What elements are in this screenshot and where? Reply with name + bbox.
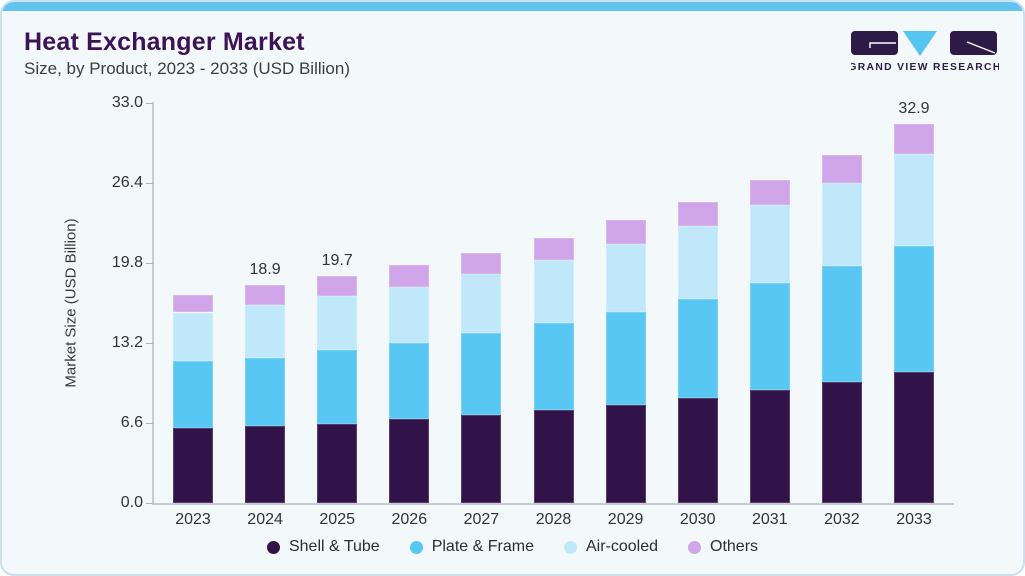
bar-value-label-2024: 18.9: [249, 261, 281, 279]
x-tick-label-2025: 2025: [319, 511, 355, 528]
bar-segment-2023-others: [173, 294, 213, 313]
bar-segment-2028-air-cooled: [533, 260, 574, 323]
bar-segment-2031-plate-frame: [749, 283, 790, 391]
y-tick-label: 19.8: [111, 254, 143, 271]
bar-segment-2031-others: [749, 180, 790, 206]
bar-segment-2029-others: [605, 219, 646, 244]
bar-segment-2033-plate-frame: [894, 245, 934, 372]
y-tick-label: 6.6: [120, 414, 143, 431]
bar-segment-2025-air-cooled: [317, 296, 358, 351]
legend-label: Air-cooled: [585, 538, 658, 555]
bar-segment-2023-plate-frame: [173, 361, 213, 429]
bar-segment-2025-others: [317, 276, 358, 297]
bar-segment-2027-plate-frame: [461, 333, 502, 415]
bar-segment-2024-others: [245, 285, 286, 306]
y-tick-mark: [146, 343, 153, 344]
bar-segment-2033-air-cooled: [894, 154, 934, 246]
y-axis-title: Market Size (USD Billion): [62, 218, 80, 388]
y-tick-mark: [146, 503, 153, 504]
legend-item-air-cooled: Air-cooled: [563, 538, 658, 556]
logo-g-stroke: [869, 42, 896, 48]
bar-segment-2023-shell-tube: [173, 428, 213, 503]
x-tick-label-2024: 2024: [247, 511, 283, 528]
x-tick-label-2023: 2023: [175, 511, 211, 528]
bar-segment-2028-shell-tube: [533, 409, 574, 503]
y-tick-mark: [146, 423, 153, 424]
bar-segment-2027-air-cooled: [461, 273, 502, 334]
legend-item-shell-tube: Shell & Tube: [266, 538, 380, 556]
bar-segment-2023-air-cooled: [173, 312, 213, 362]
bar-segment-2024-shell-tube: [245, 425, 286, 503]
legend-label: Shell & Tube: [288, 538, 380, 555]
grand-view-research-logo: GRAND VIEW RESEARCH: [851, 31, 999, 73]
bar-segment-2032-others: [821, 155, 862, 183]
bar-segment-2033-others: [894, 124, 934, 155]
y-tick-label: 0.0: [120, 494, 143, 511]
bar-segment-2030-air-cooled: [677, 226, 718, 299]
bar-segment-2031-shell-tube: [749, 390, 790, 503]
bar-segment-2026-air-cooled: [389, 286, 430, 343]
bar-value-label-2025: 19.7: [321, 252, 353, 270]
bar-segment-2032-shell-tube: [821, 381, 862, 503]
legend-dot-icon: [409, 540, 423, 554]
bar-value-label-2033: 32.9: [898, 100, 930, 118]
x-tick-label-2032: 2032: [824, 511, 860, 528]
logo-brand-text: GRAND VIEW RESEARCH: [851, 62, 999, 73]
legend-label: Others: [710, 538, 759, 555]
x-tick-label-2030: 2030: [679, 511, 716, 528]
bar-segment-2028-others: [533, 238, 574, 261]
top-accent-bar: [2, 2, 1023, 11]
bar-segment-2029-air-cooled: [605, 244, 646, 312]
bar-segment-2029-plate-frame: [605, 311, 646, 405]
y-tick-mark: [146, 183, 153, 184]
y-tick-mark: [146, 103, 153, 104]
legend-label: Plate & Frame: [431, 538, 534, 555]
bar-segment-2026-plate-frame: [389, 343, 430, 419]
y-tick-label: 26.4: [111, 174, 143, 191]
bar-segment-2032-plate-frame: [821, 266, 862, 382]
logo-v-triangle-icon: [903, 31, 937, 56]
x-tick-label-2027: 2027: [463, 511, 500, 528]
legend-dot-icon: [688, 540, 701, 554]
bar-segment-2027-others: [461, 252, 502, 274]
legend-dot-icon: [563, 540, 577, 554]
y-tick-label: 33.0: [111, 94, 143, 111]
x-tick-label-2026: 2026: [391, 511, 428, 528]
bar-segment-2030-others: [677, 202, 718, 227]
y-tick-label: 13.2: [111, 334, 143, 351]
bar-segment-2031-air-cooled: [749, 205, 790, 284]
x-tick-label-2033: 2033: [896, 511, 932, 528]
bar-segment-2027-shell-tube: [461, 414, 502, 503]
bar-segment-2030-plate-frame: [677, 298, 718, 399]
bar-segment-2024-air-cooled: [245, 305, 286, 358]
y-tick-mark: [146, 263, 153, 264]
bar-segment-2025-shell-tube: [317, 423, 358, 503]
bar-segment-2025-plate-frame: [317, 350, 358, 424]
page-title: Heat Exchanger Market: [24, 28, 305, 56]
bar-segment-2024-plate-frame: [245, 357, 286, 426]
bar-segment-2029-shell-tube: [605, 404, 646, 503]
bar-segment-2028-plate-frame: [533, 322, 574, 410]
bar-segment-2030-shell-tube: [677, 398, 718, 503]
x-tick-label-2029: 2029: [607, 511, 644, 528]
x-axis-baseline: [152, 503, 954, 505]
bar-segment-2026-shell-tube: [389, 418, 430, 503]
y-axis-line: [152, 102, 154, 505]
legend-item-others: Others: [688, 538, 758, 556]
x-tick-label-2028: 2028: [535, 511, 572, 528]
legend-item-plate-frame: Plate & Frame: [409, 538, 534, 556]
x-tick-label-2031: 2031: [752, 511, 788, 528]
legend-dot-icon: [266, 540, 280, 554]
page-subtitle: Size, by Product, 2023 - 2033 (USD Billi…: [24, 59, 350, 78]
logo-r-stroke: [966, 41, 996, 54]
bar-segment-2026-others: [389, 265, 430, 287]
chart-legend: Shell & Tube Plate & Frame Air-cooled Other…: [2, 538, 1023, 556]
bar-segment-2033-shell-tube: [894, 371, 934, 503]
bar-segment-2032-air-cooled: [821, 183, 862, 267]
